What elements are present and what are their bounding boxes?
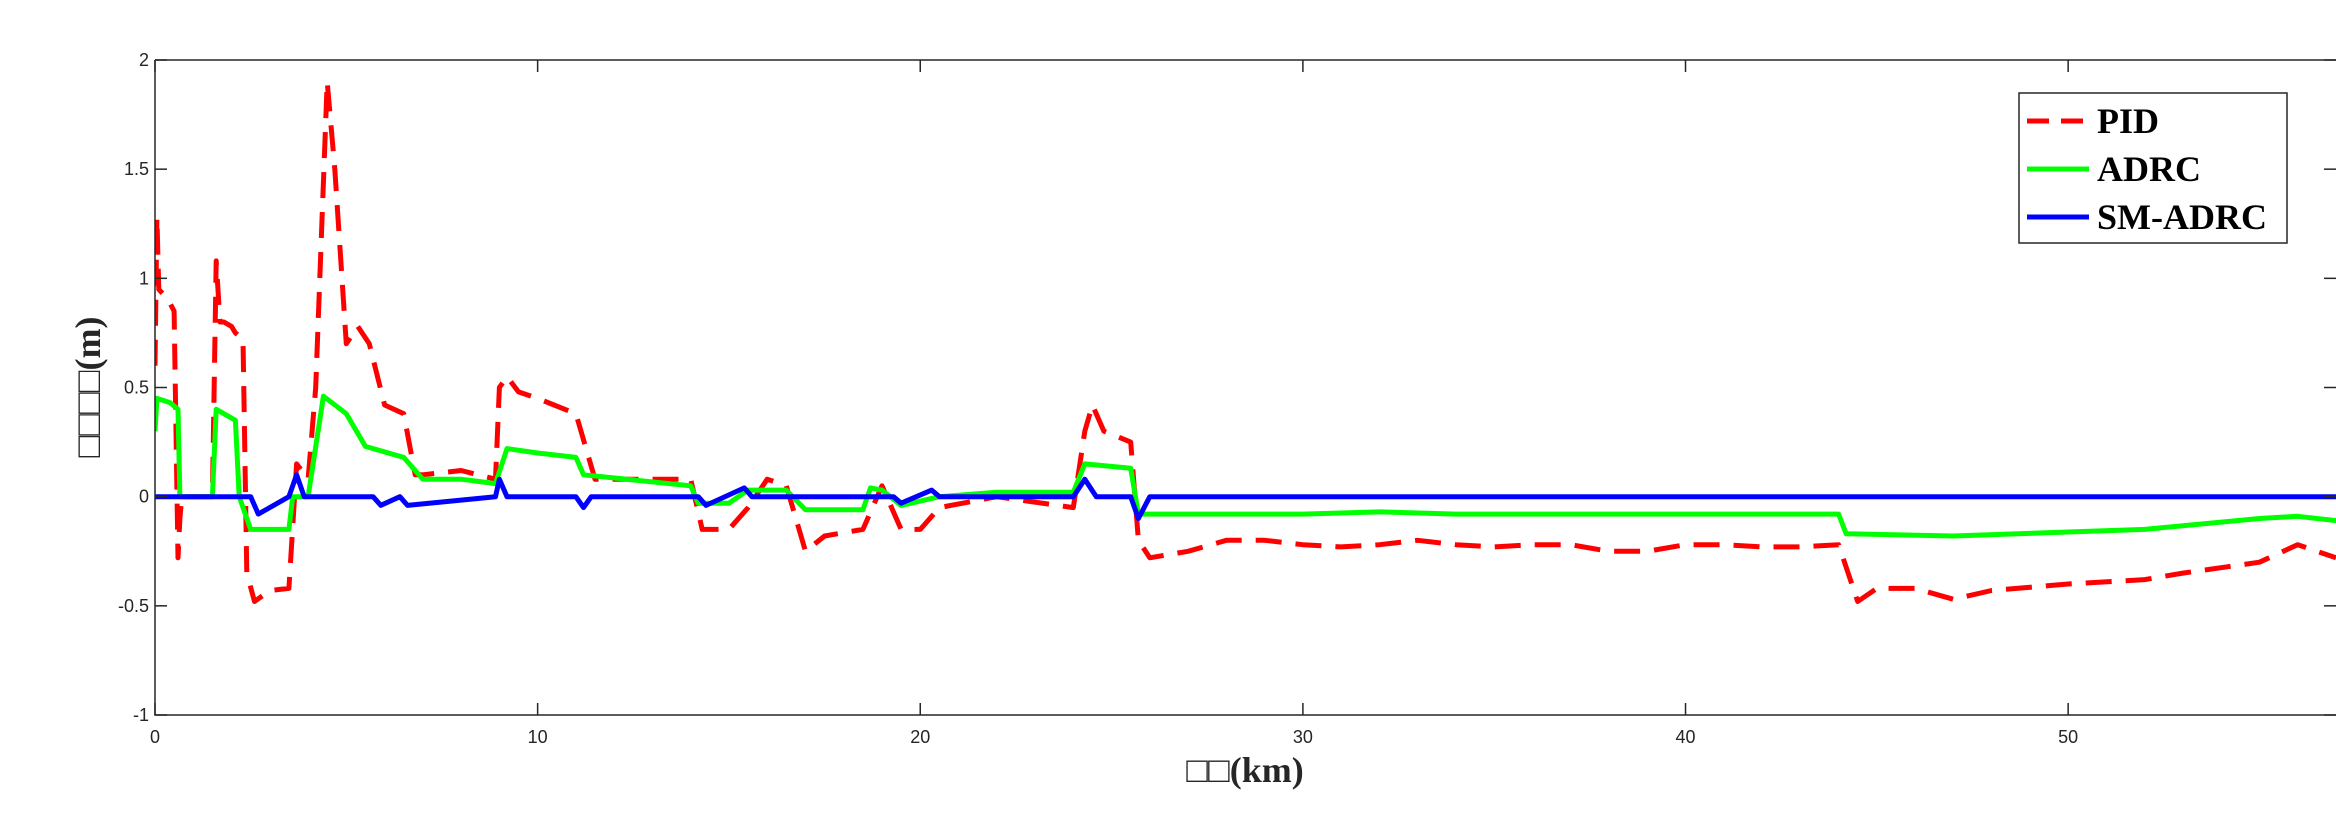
series-line-sm-adrc (155, 472, 2336, 521)
y-tick-label-5: 1.5 (124, 159, 149, 179)
y-tick-label-4: 1 (139, 268, 149, 288)
x-tick-label-0: 0 (150, 727, 160, 747)
legend: PID ADRC SM-ADRC (2018, 92, 2288, 244)
legend-label-adrc: ADRC (2097, 149, 2201, 189)
y-tick-label-0: -1 (133, 705, 149, 725)
axes-layer: 0 10 20 30 40 50 -1 -0.5 0 0.5 1 1.5 2 (118, 50, 2336, 747)
x-tick-label-1: 10 (528, 727, 548, 747)
y-tick-label-2: 0 (139, 487, 149, 507)
x-tick-label-4: 40 (1676, 727, 1696, 747)
y-tick-label-1: -0.5 (118, 596, 149, 616)
y-tick-label-6: 2 (139, 50, 149, 70)
y-tick-label-3: 0.5 (124, 378, 149, 398)
legend-label-pid: PID (2097, 101, 2159, 141)
x-tick-label-5: 50 (2058, 727, 2078, 747)
x-tick-label-2: 20 (910, 727, 930, 747)
plot-area (155, 60, 2336, 715)
legend-label-sm-adrc: SM-ADRC (2097, 197, 2267, 237)
x-axis-label: □□(km) (1186, 750, 1303, 790)
y-axis-label: □□□□(m) (68, 317, 108, 458)
x-tick-label-3: 30 (1293, 727, 1313, 747)
series-layer (155, 79, 2336, 604)
series-line-adrc (155, 393, 2336, 539)
series-line-pid (155, 79, 2336, 604)
